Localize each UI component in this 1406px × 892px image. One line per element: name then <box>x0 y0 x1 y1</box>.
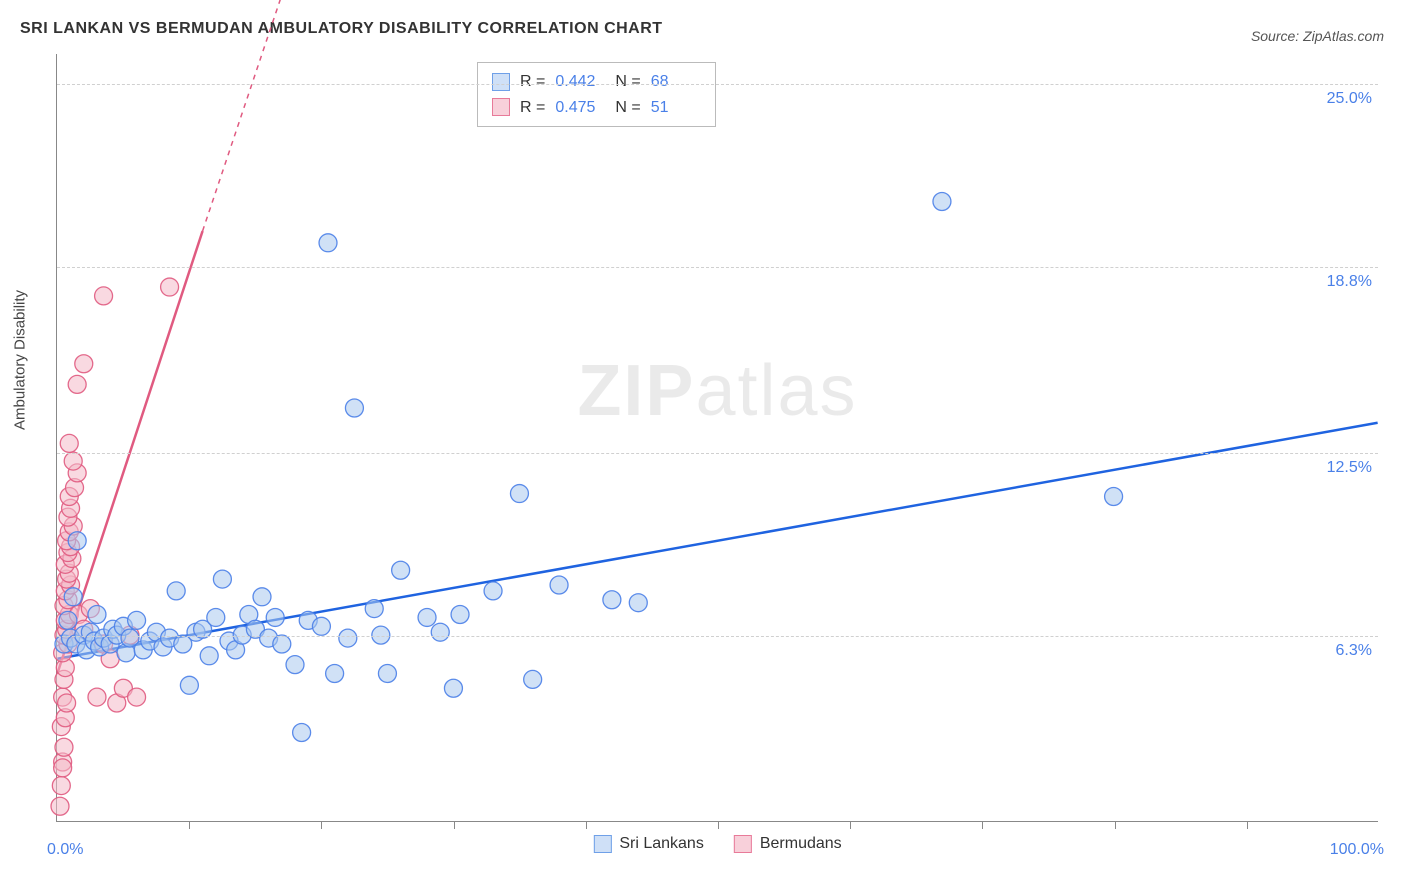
y-tick-label: 6.3% <box>1336 642 1372 660</box>
y-tick-label: 18.8% <box>1327 273 1372 291</box>
chart-title: SRI LANKAN VS BERMUDAN AMBULATORY DISABI… <box>20 20 663 38</box>
r-value-blue: 0.442 <box>555 69 605 95</box>
swatch-legend-pink <box>734 835 752 853</box>
chart-container: SRI LANKAN VS BERMUDAN AMBULATORY DISABI… <box>0 0 1406 892</box>
legend-bottom: Sri Lankans Bermudans <box>593 835 841 853</box>
legend-label-bermudans: Bermudans <box>760 835 842 853</box>
y-tick-label: 25.0% <box>1327 90 1372 108</box>
plot-area: ZIPatlas R = 0.442 N = 68 R = 0.475 N = … <box>56 54 1378 822</box>
stats-row-blue: R = 0.442 N = 68 <box>492 69 701 95</box>
swatch-blue <box>492 73 510 91</box>
chart-svg <box>57 54 1378 821</box>
stats-legend-box: R = 0.442 N = 68 R = 0.475 N = 51 <box>477 62 716 127</box>
swatch-pink <box>492 98 510 116</box>
legend-label-sri-lankans: Sri Lankans <box>619 835 704 853</box>
n-value-blue: 68 <box>651 69 701 95</box>
y-axis-label: Ambulatory Disability <box>12 290 29 430</box>
source-label: Source: ZipAtlas.com <box>1251 28 1384 44</box>
r-label: R = <box>520 95 545 121</box>
r-label: R = <box>520 69 545 95</box>
n-label: N = <box>615 69 640 95</box>
y-tick-label: 12.5% <box>1327 459 1372 477</box>
r-value-pink: 0.475 <box>555 95 605 121</box>
x-tick-label-min: 0.0% <box>47 841 83 859</box>
n-label: N = <box>615 95 640 121</box>
stats-row-pink: R = 0.475 N = 51 <box>492 95 701 121</box>
legend-item-bermudans: Bermudans <box>734 835 842 853</box>
x-tick-label-max: 100.0% <box>1330 841 1384 859</box>
n-value-pink: 51 <box>651 95 701 121</box>
legend-item-sri-lankans: Sri Lankans <box>593 835 704 853</box>
swatch-legend-blue <box>593 835 611 853</box>
